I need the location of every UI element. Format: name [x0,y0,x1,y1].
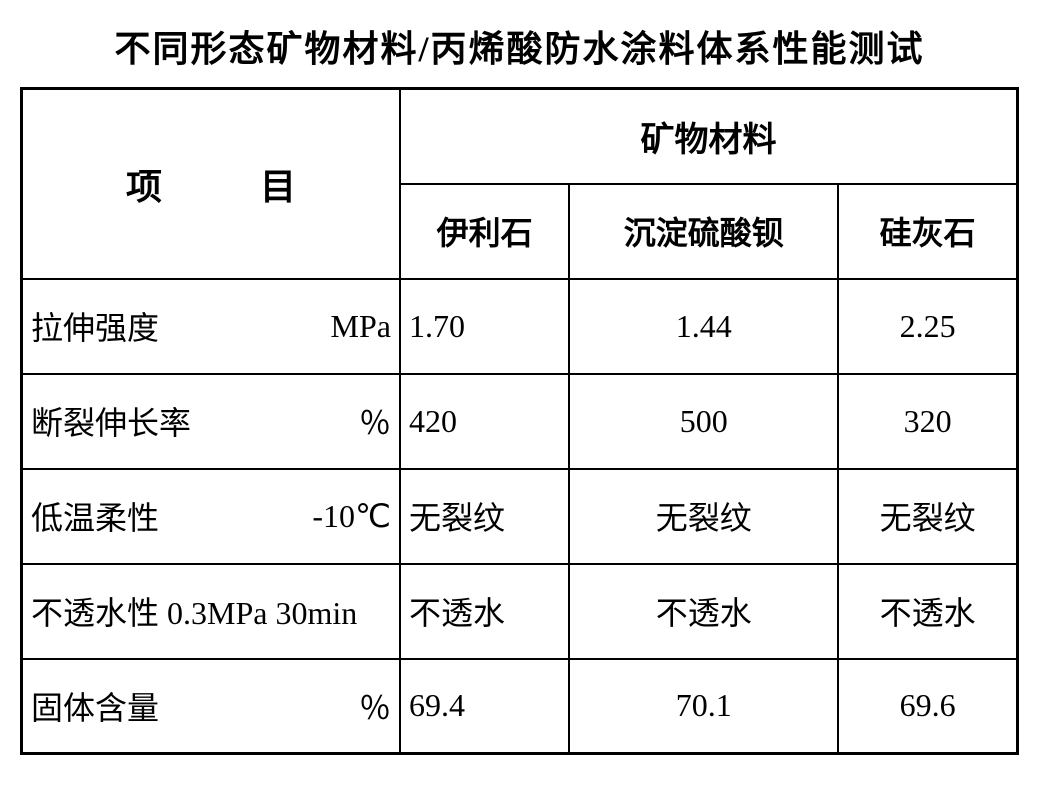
data-cell: 70.1 [569,659,838,754]
data-table: 项 目 矿物材料 伊利石 沉淀硫酸钡 硅灰石 拉伸强度 MPa 1.70 1.4… [20,87,1019,755]
row-label: 低温柔性 [31,493,159,539]
header-item-char1: 项 [126,167,162,207]
sub-header-2: 硅灰石 [838,184,1017,279]
data-cell: 420 [400,374,569,469]
data-cell: 2.25 [838,279,1017,374]
table-row: 断裂伸长率 ％ 420 500 320 [22,374,1018,469]
row-label: 拉伸强度 [31,303,159,349]
data-cell: 无裂纹 [838,469,1017,564]
row-label: 固体含量 [31,683,159,729]
row-label: 断裂伸长率 [31,398,191,444]
row-unit: MPa [331,308,391,345]
data-cell: 320 [838,374,1017,469]
data-cell: 无裂纹 [400,469,569,564]
row-unit: ％ [359,398,391,444]
row-label-cell: 低温柔性 -10℃ [22,469,400,564]
data-cell: 69.6 [838,659,1017,754]
header-item: 项 目 [22,89,400,279]
data-cell: 1.70 [400,279,569,374]
row-label-cell: 断裂伸长率 ％ [22,374,400,469]
header-mineral: 矿物材料 [400,89,1018,184]
row-label-cell: 拉伸强度 MPa [22,279,400,374]
row-unit: -10℃ [312,497,391,535]
data-cell: 无裂纹 [569,469,838,564]
data-cell: 500 [569,374,838,469]
row-label-cell: 固体含量 ％ [22,659,400,754]
row-unit: ％ [359,683,391,729]
row-label: 不透水性 0.3MPa 30min [31,588,357,634]
sub-header-0: 伊利石 [400,184,569,279]
table-title: 不同形态矿物材料/丙烯酸防水涂料体系性能测试 [20,20,1019,72]
table-row: 固体含量 ％ 69.4 70.1 69.6 [22,659,1018,754]
data-cell: 不透水 [569,564,838,659]
table-row: 不透水性 0.3MPa 30min 不透水 不透水 不透水 [22,564,1018,659]
data-cell: 69.4 [400,659,569,754]
data-cell: 1.44 [569,279,838,374]
table-row: 拉伸强度 MPa 1.70 1.44 2.25 [22,279,1018,374]
data-cell: 不透水 [400,564,569,659]
sub-header-1: 沉淀硫酸钡 [569,184,838,279]
data-cell: 不透水 [838,564,1017,659]
row-label-cell: 不透水性 0.3MPa 30min [22,564,400,659]
header-row-1: 项 目 矿物材料 [22,89,1018,184]
table-row: 低温柔性 -10℃ 无裂纹 无裂纹 无裂纹 [22,469,1018,564]
header-item-char2: 目 [260,167,296,207]
